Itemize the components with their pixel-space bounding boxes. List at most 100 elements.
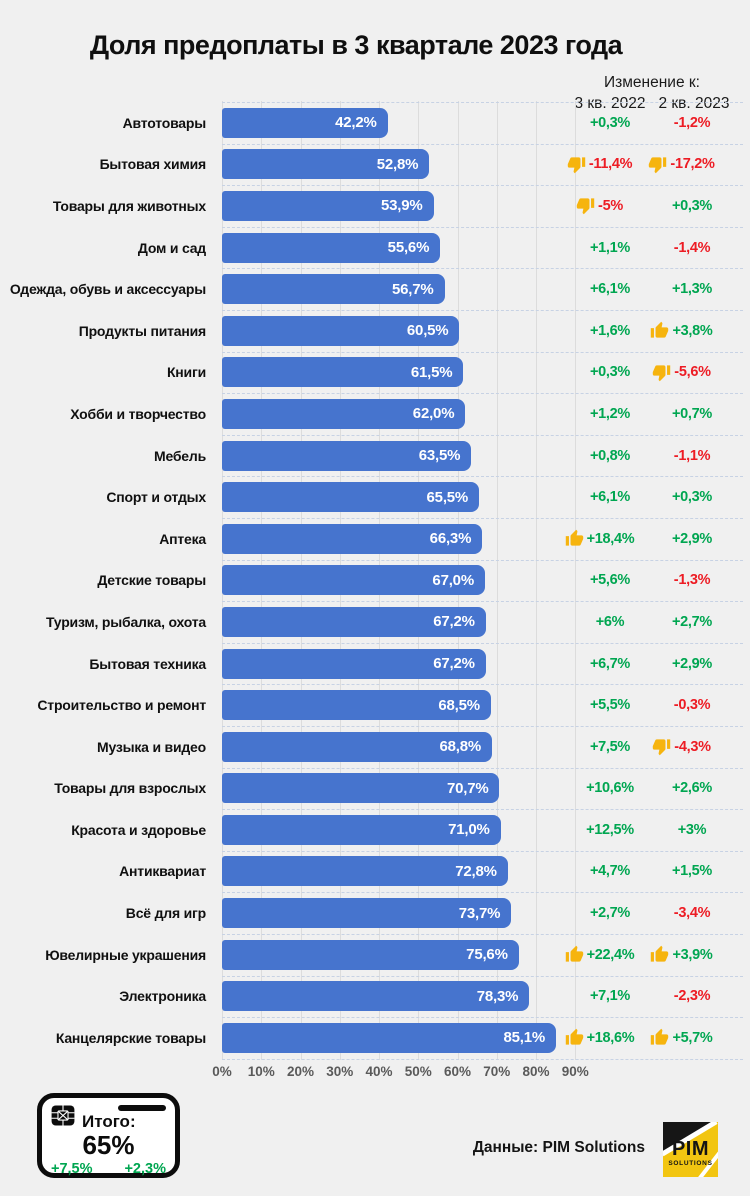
logo-text-pim: PIM <box>671 1138 710 1160</box>
totals-card: Итого: 65% +7,5% +2,3% <box>37 1093 180 1178</box>
change-cell-q2-2023: +1,5% <box>671 863 713 880</box>
x-axis-tick: 60% <box>443 1064 472 1079</box>
bar-track: 63,5% <box>222 435 615 477</box>
thumb-down-icon <box>567 155 586 174</box>
category-row: Канцелярские товары 85,1% +18,6% +5,7% <box>0 1017 750 1059</box>
x-axis-tick: 20% <box>286 1064 315 1079</box>
change-col-q2-2023-header: 2 кв. 2023 <box>658 95 730 112</box>
change-cell-q3-2022: +2,7% <box>589 905 631 922</box>
row-separator <box>222 809 743 811</box>
value-bar: 73,7% <box>222 898 512 929</box>
pim-solutions-logo: PIM SOLUTIONS <box>663 1122 718 1177</box>
bar-value-label: 62,0% <box>412 405 455 423</box>
change-cell-q2-2023: +0,3% <box>671 197 713 214</box>
category-label: Мебель <box>154 447 206 464</box>
thumb-up-icon <box>565 1028 584 1047</box>
bar-value-label: 73,7% <box>458 904 501 922</box>
category-label: Красота и здоровье <box>71 821 206 838</box>
change-cell-q3-2022: +5,6% <box>589 572 631 589</box>
change-cell-q3-2022: +6,1% <box>589 281 631 298</box>
category-row: Электроника 78,3% +7,1% -2,3% <box>0 975 750 1017</box>
category-row: Всё для игр 73,7% +2,7% -3,4% <box>0 892 750 934</box>
change-cell-q2-2023: -17,2% <box>649 144 734 186</box>
category-row: Бытовая техника 67,2% +6,7% +2,9% <box>0 643 750 685</box>
totals-value: 65% <box>82 1130 135 1160</box>
bar-chart-rows: Автотовары 42,2% +0,3% -1,2% Бытовая хим… <box>0 102 750 1060</box>
change-cell-q3-2022: +22,4% <box>565 934 652 976</box>
page-title: Доля предоплаты в 3 квартале 2023 года <box>89 30 623 60</box>
bar-track: 61,5% <box>222 352 615 394</box>
value-bar: 71,0% <box>222 814 501 845</box>
x-axis-tick: 50% <box>404 1064 432 1079</box>
row-separator <box>222 393 743 395</box>
value-bar: 75,6% <box>222 939 519 970</box>
totals-label: Итого: <box>82 1112 136 1131</box>
category-label: Канцелярские товары <box>55 1029 206 1046</box>
value-bar: 52,8% <box>222 149 430 180</box>
x-axis-tick: 80% <box>522 1064 550 1079</box>
value-bar: 67,2% <box>222 606 486 637</box>
bar-value-label: 63,5% <box>418 447 461 465</box>
category-label: Книги <box>166 364 206 381</box>
bar-value-label: 61,5% <box>410 363 453 381</box>
change-cell-q3-2022: +1,1% <box>589 239 631 256</box>
category-row: Строительство и ремонт 68,5% +5,5% -0,3% <box>0 684 750 726</box>
card-chip-icon <box>51 1105 75 1126</box>
x-axis-tick: 40% <box>365 1064 393 1079</box>
change-cell-q2-2023: -1,4% <box>673 239 711 256</box>
value-bar: 62,0% <box>222 398 466 429</box>
data-source-label: Данные: PIM Solutions <box>472 1139 645 1156</box>
bar-value-label: 78,3% <box>476 987 519 1005</box>
change-cell-q2-2023: -4,3% <box>650 726 734 768</box>
thumb-down-icon <box>652 737 671 756</box>
category-label: Продукты питания <box>78 322 206 339</box>
bar-value-label: 55,6% <box>387 239 430 257</box>
change-cell-q3-2022: +6,7% <box>589 655 631 672</box>
bar-track: 62,0% <box>222 393 615 435</box>
category-row: Товары для животных 53,9% -5% +0,3% <box>0 185 750 227</box>
thumb-up-icon <box>650 1028 669 1047</box>
value-bar: 60,5% <box>222 315 460 346</box>
bar-value-label: 85,1% <box>503 1029 546 1047</box>
value-bar: 53,9% <box>222 190 434 221</box>
bar-value-label: 56,7% <box>392 280 434 298</box>
value-bar: 67,2% <box>222 648 486 679</box>
bar-track: 67,2% <box>222 643 615 685</box>
category-row: Одежда, обувь и аксессуары 56,7% +6,1% +… <box>0 268 750 310</box>
bar-value-label: 70,7% <box>446 779 489 797</box>
bar-track: 85,1% <box>222 1017 615 1059</box>
category-label: Одежда, обувь и аксессуары <box>9 281 206 298</box>
category-label: Аптека <box>159 530 206 547</box>
bar-value-label: 68,5% <box>438 696 480 714</box>
category-row: Бытовая химия 52,8% -11,4% -17,2% <box>0 144 750 186</box>
category-row: Мебель 63,5% +0,8% -1,1% <box>0 435 750 477</box>
change-cell-q3-2022: +7,1% <box>589 988 631 1005</box>
change-cell-q2-2023: +1,3% <box>671 281 713 298</box>
change-cell-q3-2022: +4,7% <box>589 863 631 880</box>
value-bar: 72,8% <box>222 856 508 887</box>
change-cell-q3-2022: -11,4% <box>567 144 652 186</box>
bar-value-label: 65,5% <box>426 488 469 506</box>
bar-track: 75,6% <box>222 934 615 976</box>
row-separator <box>222 185 743 187</box>
bar-track: 73,7% <box>222 892 615 934</box>
change-cell-q2-2023: -3,4% <box>673 905 711 922</box>
value-bar: 67,0% <box>222 565 485 596</box>
change-cell-q2-2023: +2,9% <box>671 655 713 672</box>
bar-track: 70,7% <box>222 768 615 810</box>
category-label: Антиквариат <box>119 863 206 880</box>
card-stripe <box>118 1105 166 1111</box>
change-cell-q2-2023: +2,7% <box>671 613 713 630</box>
category-row: Хобби и творчество 62,0% +1,2% +0,7% <box>0 393 750 435</box>
category-label: Детские товары <box>97 572 206 589</box>
change-cell-q3-2022: +0,3% <box>589 114 631 131</box>
x-axis-tick: 70% <box>483 1064 511 1079</box>
category-label: Бытовая техника <box>89 655 206 672</box>
totals-change-q2-2023: +2,3% <box>124 1161 166 1177</box>
bar-track: 65,5% <box>222 476 615 518</box>
x-axis-tick: 30% <box>326 1064 354 1079</box>
value-bar: 66,3% <box>222 523 483 554</box>
thumb-up-icon <box>565 945 584 964</box>
category-label: Строительство и ремонт <box>37 697 206 714</box>
